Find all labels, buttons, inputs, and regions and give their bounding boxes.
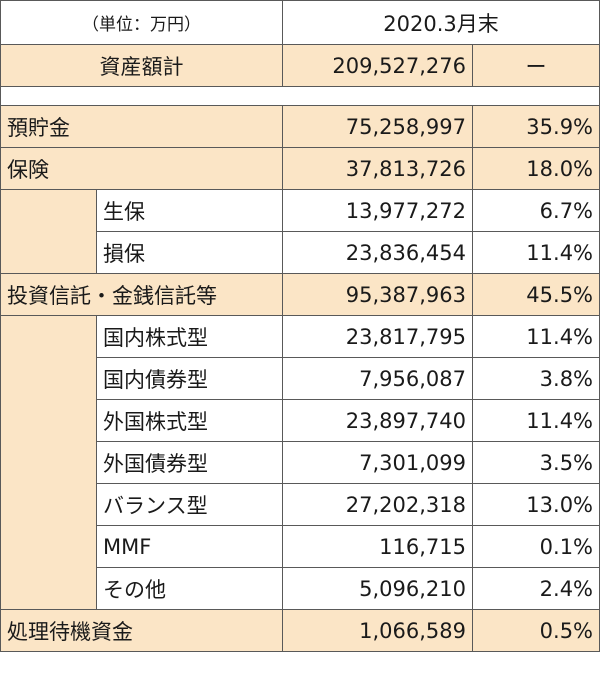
table-row: その他 5,096,210 2.4% [1, 567, 600, 610]
subcategory-value: 5,096,210 [282, 567, 473, 610]
category-label: 預貯金 [0, 105, 283, 148]
subcategory-label: 国内株式型 [96, 315, 283, 358]
subcategory-share: 11.4% [471, 231, 600, 274]
table-row: 預貯金 75,258,997 35.9% [0, 105, 600, 148]
total-label: 資産額計 [0, 44, 283, 87]
subcategory-value: 23,817,795 [282, 315, 473, 358]
subcategory-label: 外国株式型 [96, 399, 283, 442]
table-row: MMF 116,715 0.1% [1, 525, 600, 568]
spacer [0, 86, 600, 106]
indent-cell [0, 315, 97, 610]
category-label: 保険 [0, 147, 283, 190]
subcategory-value: 27,202,318 [282, 483, 473, 526]
subcategory-value: 7,956,087 [282, 357, 473, 400]
category-share: 45.5% [471, 273, 600, 316]
total-row: 資産額計 209,527,276 ー [0, 44, 600, 87]
category-value: 75,258,997 [282, 105, 473, 148]
category-label: 投資信託・金銭信託等 [0, 273, 283, 316]
subcategory-value: 23,836,454 [282, 231, 473, 274]
unit-label: （単位：万円） [0, 0, 283, 45]
subcategory-value: 13,977,272 [282, 189, 473, 232]
header-row: （単位：万円） 2020.3月末 [0, 0, 600, 45]
category-value: 95,387,963 [282, 273, 473, 316]
table-row: 国内債券型 7,956,087 3.8% [1, 357, 600, 400]
table-row: 国内株式型 23,817,795 11.4% [0, 315, 600, 610]
subcategory-value: 7,301,099 [282, 441, 473, 484]
asset-breakdown-table: （単位：万円） 2020.3月末 資産額計 209,527,276 ー 預貯金 … [0, 0, 600, 652]
table-row: 外国債券型 7,301,099 3.5% [1, 441, 600, 484]
subcategory-share: 3.8% [471, 357, 600, 400]
period-label: 2020.3月末 [281, 0, 600, 45]
total-share: ー [471, 44, 600, 87]
subcategory-share: 11.4% [471, 315, 600, 358]
subcategory-value: 116,715 [282, 525, 473, 568]
table-row: 生保 13,977,272 6.7% [0, 189, 600, 274]
subcategory-label: 損保 [96, 231, 283, 274]
table-row: 損保 23,836,454 11.4% [1, 231, 600, 274]
subcategory-label: MMF [96, 525, 283, 568]
category-value: 37,813,726 [282, 147, 473, 190]
subcategory-share: 0.1% [471, 525, 600, 568]
table-row: 投資信託・金銭信託等 95,387,963 45.5% [0, 273, 600, 316]
spacer-row [0, 86, 600, 106]
subcategory-label: 外国債券型 [96, 441, 283, 484]
category-share: 18.0% [471, 147, 600, 190]
subcategory-label: 国内債券型 [96, 357, 283, 400]
subcategory-share: 11.4% [471, 399, 600, 442]
subcategory-label: バランス型 [96, 483, 283, 526]
subcategory-label: 生保 [96, 189, 283, 232]
subcategory-value: 23,897,740 [282, 399, 473, 442]
category-label: 処理待機資金 [0, 609, 283, 652]
table-row: 処理待機資金 1,066,589 0.5% [0, 609, 600, 652]
category-share: 0.5% [471, 609, 600, 652]
category-share: 35.9% [471, 105, 600, 148]
subcategory-label: その他 [96, 567, 283, 610]
table-body: （単位：万円） 2020.3月末 資産額計 209,527,276 ー 預貯金 … [0, 0, 600, 652]
subcategory-share: 3.5% [471, 441, 600, 484]
indent-cell [0, 189, 97, 274]
subcategory-share: 13.0% [471, 483, 600, 526]
subcategory-share: 6.7% [471, 189, 600, 232]
table-row: 保険 37,813,726 18.0% [0, 147, 600, 190]
total-value: 209,527,276 [282, 44, 473, 87]
table-row: 外国株式型 23,897,740 11.4% [1, 399, 600, 442]
category-value: 1,066,589 [282, 609, 473, 652]
subcategory-share: 2.4% [471, 567, 600, 610]
